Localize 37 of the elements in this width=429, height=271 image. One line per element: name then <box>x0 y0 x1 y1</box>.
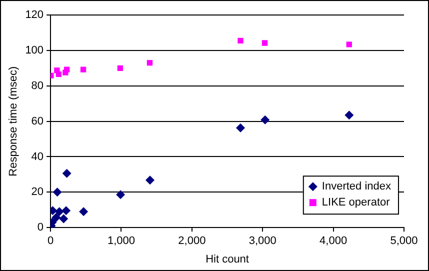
point <box>236 123 245 132</box>
x-tick-label: 3,000 <box>248 235 276 248</box>
point <box>79 207 88 216</box>
point <box>262 40 268 46</box>
legend-label: Inverted index <box>322 180 392 193</box>
point <box>80 66 86 72</box>
y-axis-title: Response time (msec) <box>8 66 20 176</box>
y-tick-label: 0 <box>37 222 44 234</box>
y-tick-label: 120 <box>25 9 44 22</box>
point <box>117 65 124 71</box>
x-tick-label: 5,000 <box>390 235 418 248</box>
point <box>59 214 68 224</box>
x-tick-label: 0 <box>47 235 54 248</box>
legend-label: LIKE operator <box>322 196 390 209</box>
point <box>146 176 155 185</box>
point <box>346 42 352 48</box>
x-tick-label: 4,000 <box>320 235 348 248</box>
y-tick-label: 80 <box>31 80 44 92</box>
point <box>62 168 72 178</box>
point <box>64 66 70 72</box>
x-axis-title: Hit count <box>206 253 249 266</box>
point <box>52 188 62 197</box>
point <box>54 207 64 216</box>
point <box>56 71 62 77</box>
point <box>344 110 354 120</box>
point <box>260 115 270 124</box>
point <box>238 38 244 44</box>
x-tick-label: 1,000 <box>107 235 136 248</box>
y-tick-label: 60 <box>31 115 44 128</box>
y-tick-label: 40 <box>31 150 44 163</box>
point <box>52 212 61 222</box>
y-tick-label: 20 <box>31 186 44 198</box>
x-tick-label: 2,000 <box>178 235 206 248</box>
y-tick-label: 100 <box>25 44 44 56</box>
point <box>116 190 126 200</box>
point <box>146 60 153 66</box>
point <box>62 206 71 216</box>
